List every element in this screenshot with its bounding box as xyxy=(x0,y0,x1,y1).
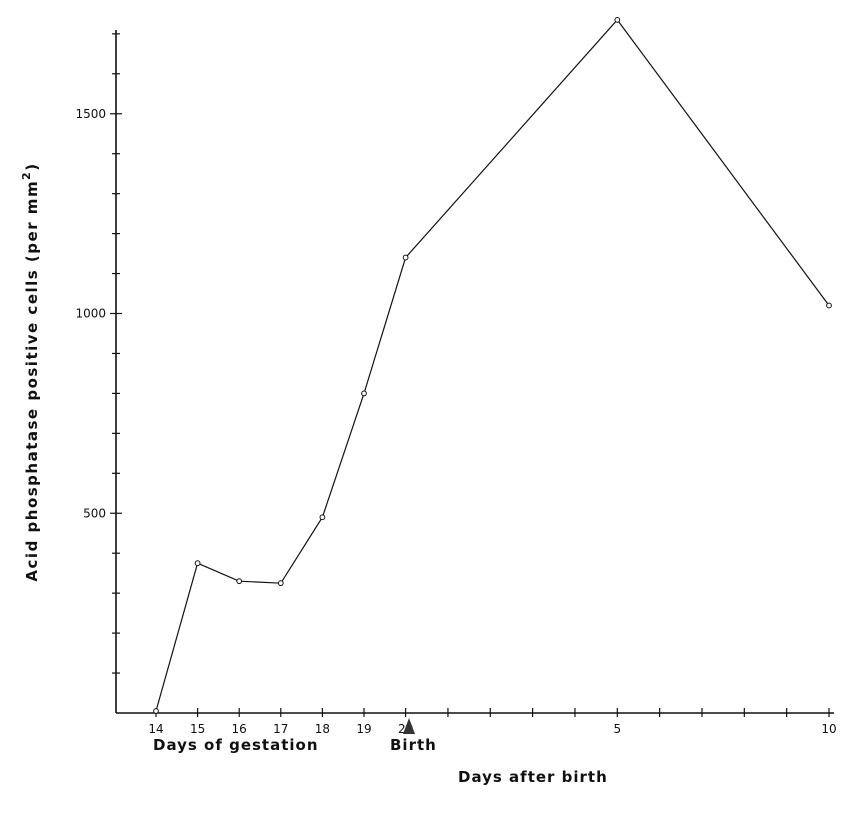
data-point xyxy=(194,560,201,567)
data-point xyxy=(153,708,159,714)
data-point xyxy=(277,580,284,587)
axes xyxy=(115,30,834,714)
x-tick-label: 15 xyxy=(190,722,205,736)
series-line xyxy=(155,18,830,712)
birth-label: Birth xyxy=(390,736,437,754)
gestation-caption: Days of gestation xyxy=(153,736,319,754)
data-point xyxy=(236,578,243,585)
x-minor-ticks xyxy=(155,708,830,717)
series-group xyxy=(153,16,832,714)
x-tick-label: 18 xyxy=(315,722,330,736)
x-tick-label: 16 xyxy=(232,722,247,736)
x-tick-label: 19 xyxy=(356,722,371,736)
y-tick-label: 500 xyxy=(83,506,106,520)
x-tick-label: 17 xyxy=(273,722,288,736)
birth-arrow-icon xyxy=(403,718,415,734)
x-tick-label: 14 xyxy=(148,722,163,736)
y-minor-ticks xyxy=(110,33,122,674)
x-tick-label: 5 xyxy=(613,722,621,736)
y-tick-label: 1500 xyxy=(75,107,106,121)
x-tick-labels: 14151617181920510 xyxy=(148,722,836,736)
data-point xyxy=(614,16,621,23)
y-axis-label: Acid phosphatase positive cells (per mm2… xyxy=(20,162,41,581)
data-point xyxy=(361,390,367,397)
y-tick-labels: 500 1000 1500 xyxy=(75,107,106,521)
y-tick-label: 1000 xyxy=(75,307,106,321)
after-birth-caption: Days after birth xyxy=(458,768,608,786)
data-point xyxy=(826,302,832,309)
data-point xyxy=(319,514,326,521)
data-point xyxy=(402,254,409,261)
y-axis-label-superscript: 2 xyxy=(20,171,33,180)
x-tick-label: 10 xyxy=(821,722,836,736)
